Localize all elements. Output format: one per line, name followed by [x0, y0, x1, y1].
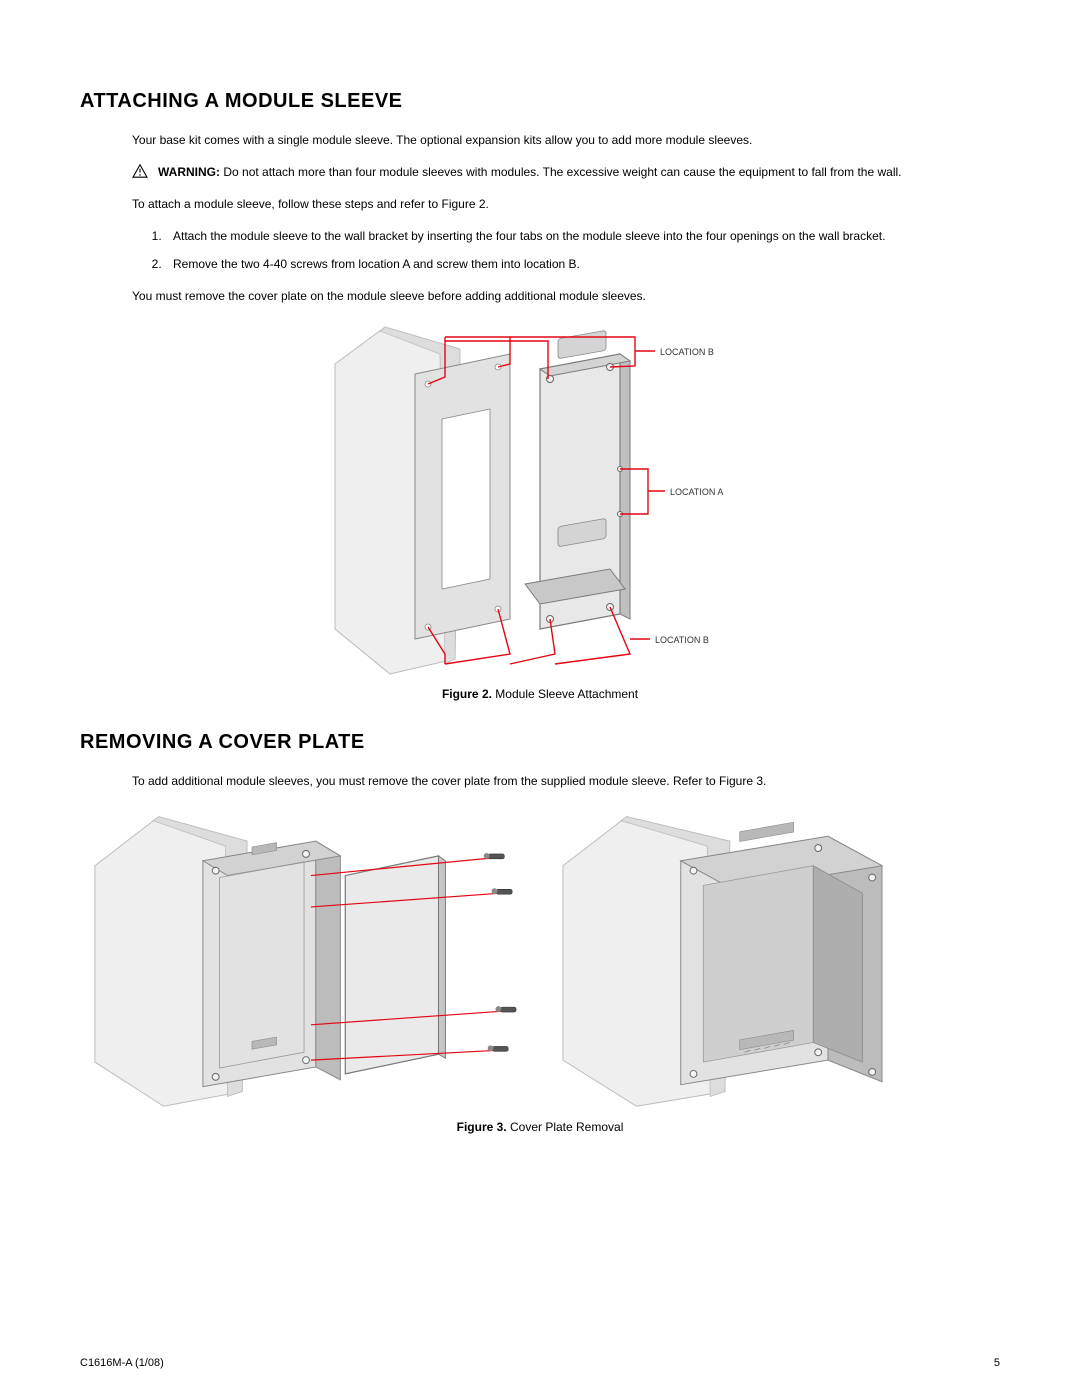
fig2-label-loc-b-top: LOCATION B	[660, 347, 714, 357]
figure-3-caption: Figure 3. Cover Plate Removal	[80, 1120, 1000, 1134]
step-item: Attach the module sleeve to the wall bra…	[165, 227, 980, 245]
steps-list: Attach the module sleeve to the wall bra…	[165, 227, 980, 273]
footer-right: 5	[994, 1357, 1000, 1369]
note-text: You must remove the cover plate on the m…	[132, 287, 980, 305]
intro-text-2: To add additional module sleeves, you mu…	[132, 772, 980, 790]
figure-2-caption: Figure 2. Module Sleeve Attachment	[80, 687, 1000, 701]
intro-text: Your base kit comes with a single module…	[132, 131, 980, 149]
warning-text: WARNING: Do not attach more than four mo…	[158, 163, 901, 181]
page-footer: C1616M-A (1/08) 5	[80, 1357, 1000, 1369]
section-heading: ATTACHING A MODULE SLEEVE	[80, 90, 1000, 113]
figure-3b-svg	[558, 804, 990, 1114]
figure-2-text: Module Sleeve Attachment	[495, 687, 638, 701]
figure-3a-svg	[90, 804, 522, 1114]
fig2-label-loc-a: LOCATION A	[670, 487, 723, 497]
instruction-text: To attach a module sleeve, follow these …	[132, 195, 980, 213]
figure-3	[80, 804, 1000, 1114]
figure-3-num: Figure 3.	[457, 1120, 507, 1134]
fig2-label-loc-b-bot: LOCATION B	[655, 635, 709, 645]
figure-2-svg: LOCATION B LOCATION A LOCATION B	[330, 319, 750, 679]
warning-label: WARNING:	[158, 165, 220, 179]
step-item: Remove the two 4-40 screws from location…	[165, 255, 980, 273]
warning-body: Do not attach more than four module slee…	[223, 165, 901, 179]
figure-2-num: Figure 2.	[442, 687, 492, 701]
figure-2: LOCATION B LOCATION A LOCATION B	[80, 319, 1000, 679]
warning-block: WARNING: Do not attach more than four mo…	[132, 163, 980, 181]
figure-3-text: Cover Plate Removal	[510, 1120, 623, 1134]
warning-icon	[132, 164, 148, 178]
section-heading: REMOVING A COVER PLATE	[80, 731, 1000, 754]
footer-left: C1616M-A (1/08)	[80, 1357, 164, 1369]
